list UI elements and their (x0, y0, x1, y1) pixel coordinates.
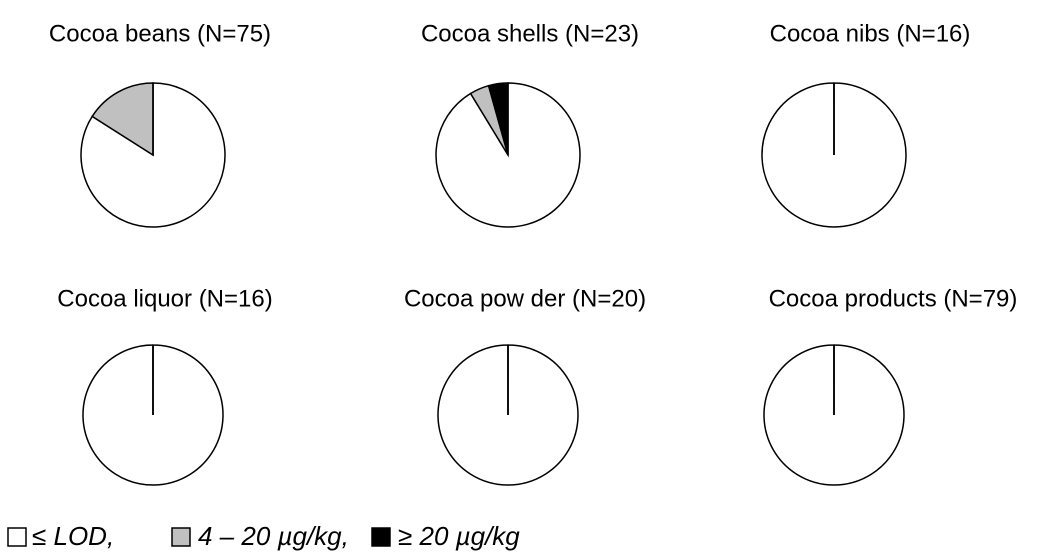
legend-label: ≥ 20 µg/kg (398, 521, 520, 551)
pie-title: Cocoa nibs (N=16) (770, 20, 971, 47)
pie-title: Cocoa liquor (N=16) (57, 285, 272, 312)
pie-title: Cocoa shells (N=23) (421, 20, 639, 47)
pie-title: Cocoa products (N=79) (769, 285, 1018, 312)
legend-swatch (7, 527, 27, 547)
pie-title: Cocoa pow der (N=20) (404, 285, 646, 312)
pie-slice (91, 82, 154, 157)
legend-label: 4 – 20 µg/kg, (198, 521, 349, 551)
pie-slice (487, 82, 509, 156)
legend-swatch (371, 527, 391, 547)
legend-swatch (171, 527, 191, 547)
pie-title: Cocoa beans (N=75) (49, 20, 271, 47)
legend-label: ≤ LOD, (32, 521, 114, 551)
